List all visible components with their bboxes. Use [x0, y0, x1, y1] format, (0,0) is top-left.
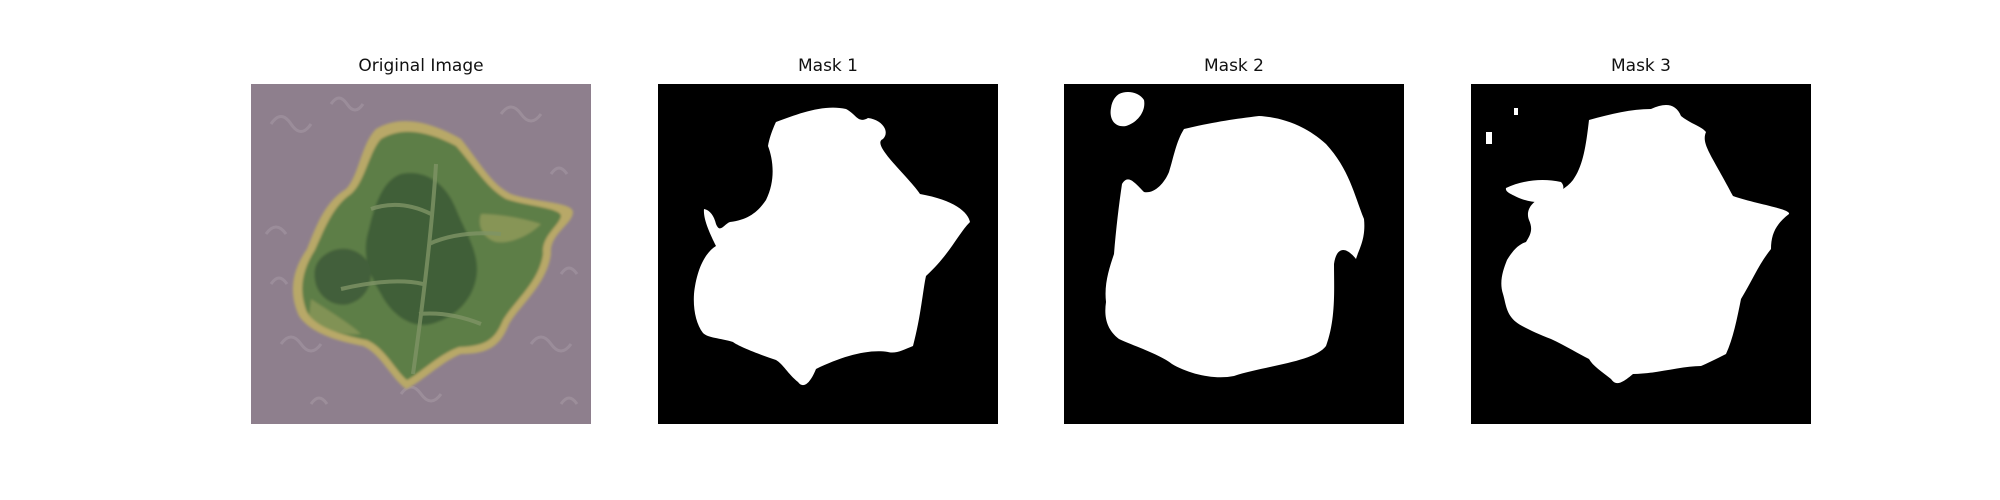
panel-title: Mask 3 — [1610, 56, 1671, 76]
leaf-dark-patch — [314, 248, 371, 305]
leaf-dark-patch — [365, 173, 477, 325]
mask-foreground — [1105, 116, 1365, 378]
segmentation-mask-1 — [658, 84, 998, 424]
fabric-texture — [264, 96, 579, 405]
leaf-light-patch — [309, 299, 361, 335]
original-leaf-image — [251, 84, 591, 424]
mask-speck — [1486, 132, 1492, 144]
segmentation-mask-3 — [1471, 84, 1811, 424]
panel-title: Mask 2 — [1203, 56, 1264, 76]
mask-foreground — [693, 107, 970, 386]
mask-speck — [1514, 108, 1518, 115]
mask-foreground — [1501, 104, 1790, 384]
panel-title: Mask 1 — [797, 56, 858, 76]
panel-title: Original Image — [358, 56, 484, 76]
segmentation-mask-2 — [1064, 84, 1404, 424]
leaf-midrib — [340, 163, 502, 375]
mask-blob — [1110, 92, 1145, 127]
